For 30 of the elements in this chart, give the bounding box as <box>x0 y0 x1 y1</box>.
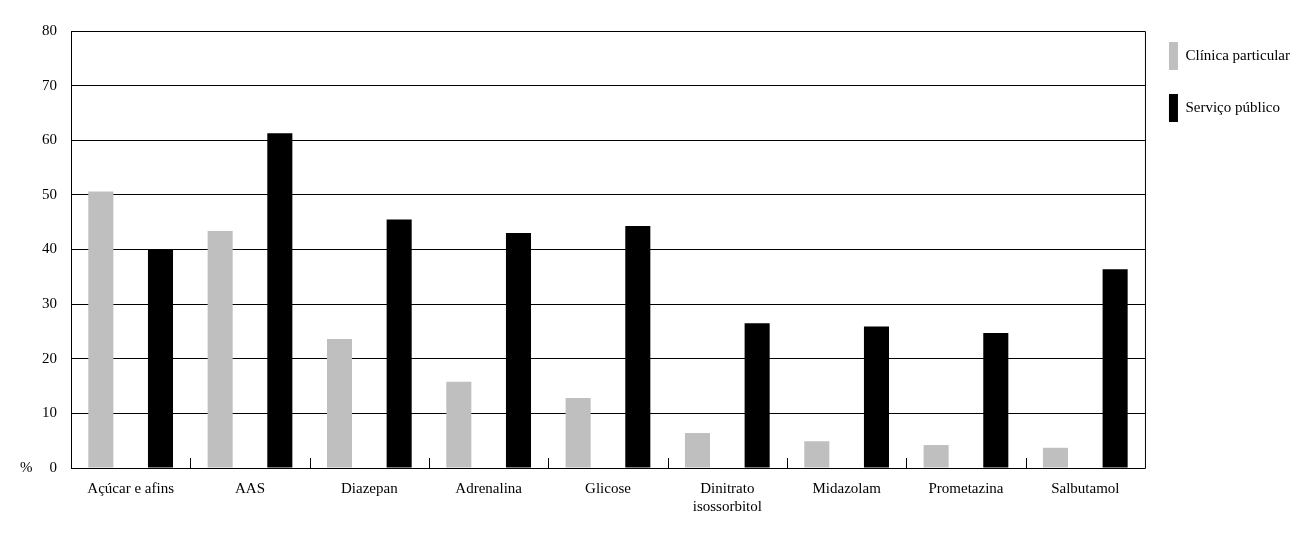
x-tick-label: Açúcar e afins <box>87 479 175 496</box>
bar <box>804 441 830 468</box>
x-tick-label: Adrenalina <box>455 479 523 496</box>
legend-label: Serviço público <box>1185 98 1281 115</box>
bar <box>923 445 949 468</box>
y-tick-label: 70 <box>42 76 57 93</box>
x-tick-label: Salbutamol <box>1051 479 1120 496</box>
x-tick-label: Glicose <box>585 479 632 496</box>
x-tick-label: Dinitrato isossorbitol <box>692 479 762 514</box>
x-tick-label: Diazepan <box>341 479 399 496</box>
bar <box>565 398 591 468</box>
y-tick-label: 60 <box>42 131 57 148</box>
legend-label: Clínica particular <box>1185 46 1291 63</box>
bar <box>207 230 233 468</box>
x-tick-label: AAS <box>234 479 265 496</box>
y-tick-label: 80 <box>42 21 57 38</box>
bar <box>446 381 472 468</box>
bar <box>88 191 114 468</box>
bar <box>684 433 711 468</box>
x-tick-label: Prometazina <box>928 479 1004 496</box>
y-axis-title: % <box>20 458 33 475</box>
bar <box>326 339 353 468</box>
y-tick-label: 0 <box>49 458 57 475</box>
y-tick-label: 50 <box>42 185 57 202</box>
y-tick-label: 40 <box>42 240 57 257</box>
y-tick-label: 30 <box>42 295 57 312</box>
bar <box>1042 447 1068 468</box>
x-tick-label: Midazolam <box>812 479 882 496</box>
y-tick-label: 10 <box>42 404 57 421</box>
y-tick-label: 20 <box>42 349 57 366</box>
